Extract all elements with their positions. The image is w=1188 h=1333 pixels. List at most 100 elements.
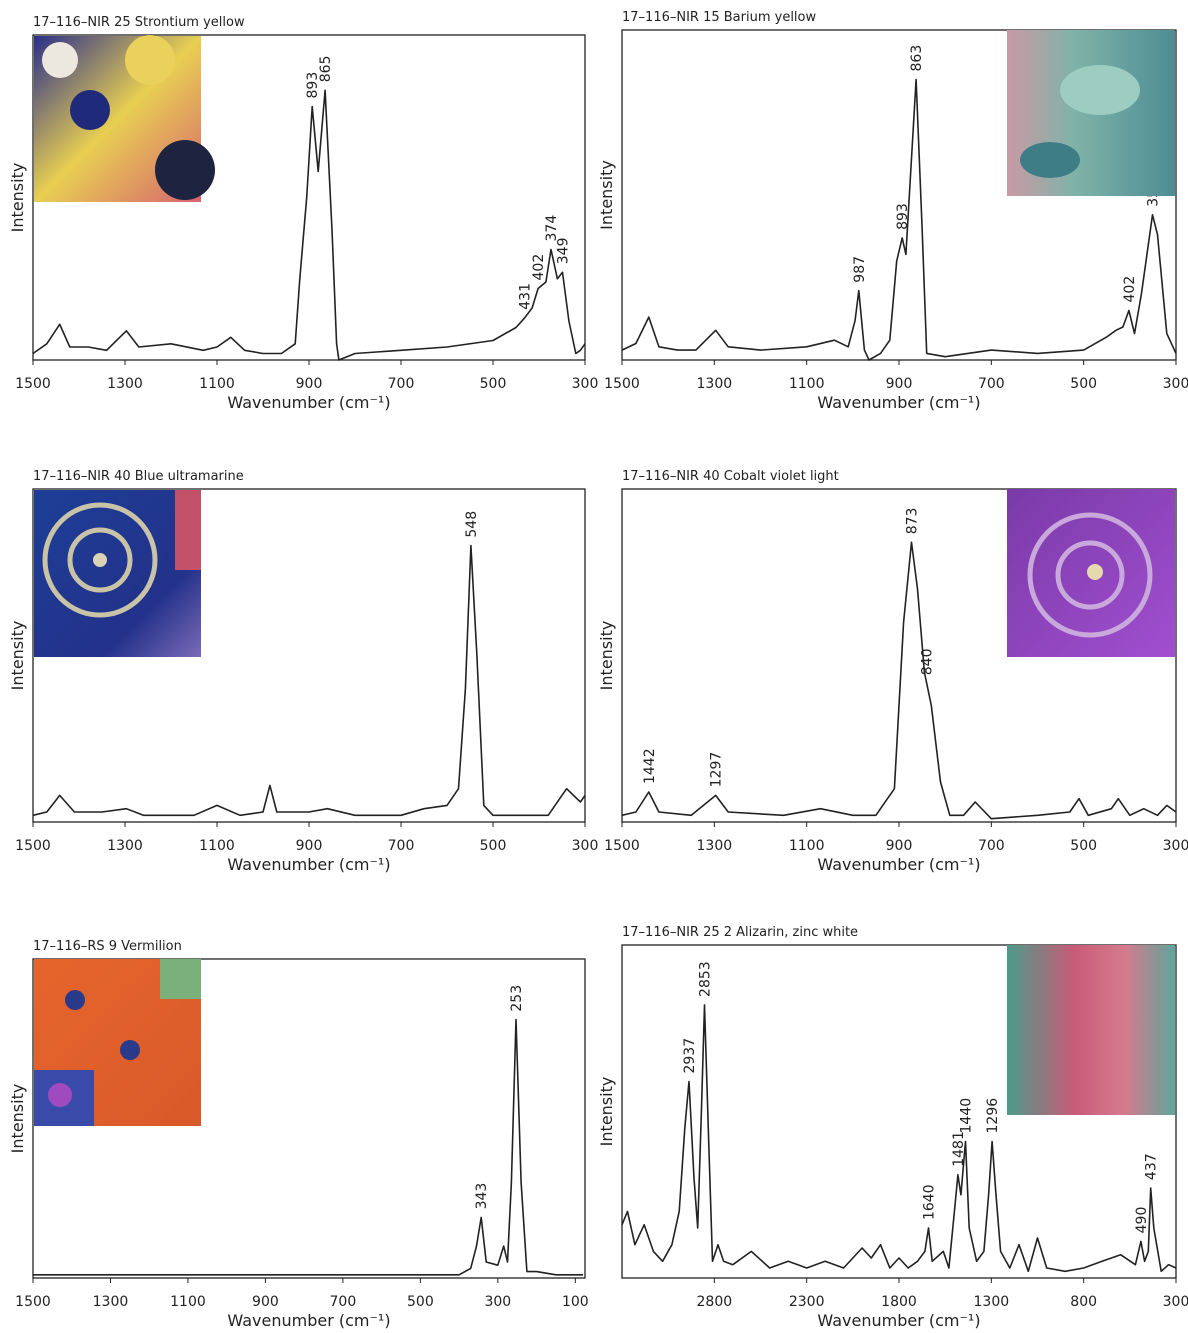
x-tick-label: 1300: [697, 376, 733, 392]
peak-label: 873: [904, 508, 920, 535]
peak-label: 893: [895, 203, 911, 230]
plots: 17–116–NIR 25 Strontium yellow Intensity W…: [8, 10, 1188, 1330]
peak-label: 987: [852, 256, 868, 283]
x-tick-label: 1100: [199, 376, 235, 392]
x-axis-label: Wavenumber (cm⁻¹): [227, 1311, 390, 1329]
peak-label: 402: [531, 254, 547, 281]
x-tick-label: 1100: [199, 838, 235, 854]
y-axis-label: Intensity: [597, 621, 616, 691]
x-tick-label: 900: [886, 376, 913, 392]
spectrum-line: [32, 89, 586, 361]
x-axis-label: Wavenumber (cm⁻¹): [817, 393, 980, 412]
peak-label: 1296: [985, 1098, 1001, 1134]
x-tick-label: 1300: [697, 838, 733, 854]
panel: 17–116–NIR 40 Blue ultramarine Intensity W…: [8, 469, 598, 874]
x-tick-label: 900: [886, 838, 913, 854]
chart-title: 17–116–NIR 25 Strontium yellow: [33, 15, 245, 30]
peak-label: 548: [464, 511, 480, 538]
panel: 17–116–NIR 40 Cobalt violet light Intensi…: [597, 469, 1188, 874]
x-tick-label: 300: [572, 838, 599, 854]
x-tick-label: 500: [480, 838, 507, 854]
x-tick-label: 1500: [604, 376, 640, 392]
x-tick-label: 1100: [170, 1294, 206, 1310]
x-tick-label: 700: [388, 838, 415, 854]
inset-image: [1007, 489, 1175, 657]
x-tick-label: 300: [484, 1294, 511, 1310]
spectrum-line: [621, 1004, 1177, 1273]
x-tick-label: 2300: [789, 1294, 825, 1310]
inset-image: [1007, 30, 1175, 196]
x-axis-label: Wavenumber (cm⁻¹): [227, 393, 390, 412]
x-tick-label: 100: [562, 1294, 589, 1310]
inset-image: [34, 959, 201, 1126]
x-tick-label: 500: [1070, 376, 1097, 392]
peak-label: 1640: [922, 1184, 938, 1220]
x-tick-label: 1100: [789, 838, 825, 854]
peak-label: 893: [305, 72, 321, 99]
spectrum-line: [621, 78, 1177, 361]
x-tick-label: 300: [1163, 838, 1188, 854]
peak-label: 863: [909, 45, 925, 72]
inset-image: [1007, 945, 1175, 1115]
chart-title: 17–116–RS 9 Vermilion: [33, 939, 182, 954]
x-axis-label: Wavenumber (cm⁻¹): [817, 855, 980, 874]
chart-title: 17–116–NIR 40 Blue ultramarine: [33, 469, 244, 484]
x-tick-label: 1500: [15, 376, 51, 392]
peak-label: 343: [474, 1183, 490, 1210]
spectrum-line: [33, 1018, 584, 1276]
panel: 17–116–NIR 25 Strontium yellow Intensity W…: [8, 15, 598, 412]
peak-label: 253: [509, 985, 525, 1012]
y-axis-label: Intensity: [597, 160, 616, 230]
x-tick-label: 800: [1070, 1294, 1097, 1310]
x-tick-label: 300: [1163, 376, 1188, 392]
x-tick-label: 1500: [15, 838, 51, 854]
panel: 17–116–RS 9 Vermilion Intensity Wavenumber…: [8, 939, 589, 1330]
x-tick-label: 500: [1070, 838, 1097, 854]
x-tick-label: 500: [480, 376, 507, 392]
peak-label: 490: [1134, 1207, 1150, 1234]
y-axis-label: Intensity: [597, 1077, 616, 1147]
x-tick-label: 1300: [107, 838, 143, 854]
x-tick-label: 1100: [789, 376, 825, 392]
peak-label: 2853: [698, 961, 714, 997]
peak-label: 2937: [682, 1038, 698, 1074]
chart-title: 17–116–NIR 15 Barium yellow: [622, 10, 816, 25]
inset-image: [34, 35, 215, 202]
x-tick-label: 1800: [881, 1294, 917, 1310]
spectrum-line: [32, 544, 586, 817]
x-tick-label: 700: [978, 838, 1005, 854]
panel: 17–116–NIR 25 2 Alizarin, zinc white Inte…: [597, 925, 1188, 1330]
x-tick-label: 900: [296, 838, 323, 854]
x-axis-label: Wavenumber (cm⁻¹): [817, 1311, 980, 1329]
x-tick-label: 700: [978, 376, 1005, 392]
spectrum-line: [621, 541, 1177, 820]
x-tick-label: 1300: [93, 1294, 129, 1310]
x-tick-label: 900: [296, 376, 323, 392]
chart-title: 17–116–NIR 40 Cobalt violet light: [622, 469, 839, 484]
peak-label: 431: [518, 283, 534, 310]
x-tick-label: 500: [407, 1294, 434, 1310]
x-tick-label: 2800: [697, 1294, 733, 1310]
y-axis-label: Intensity: [8, 1084, 27, 1154]
peak-label: 349: [555, 238, 571, 265]
x-tick-label: 1300: [974, 1294, 1010, 1310]
inset-image: [34, 490, 201, 657]
panel: 17–116–NIR 15 Barium yellow Intensity Wave…: [597, 10, 1188, 412]
peak-label: 374: [544, 215, 560, 242]
x-axis-label: Wavenumber (cm⁻¹): [227, 855, 390, 874]
x-tick-label: 300: [572, 376, 599, 392]
plot-frame: [32, 958, 586, 1279]
x-tick-label: 1500: [15, 1294, 51, 1310]
peak-label: 1442: [642, 748, 658, 784]
peak-label: 1481: [951, 1131, 967, 1167]
x-tick-label: 700: [388, 376, 415, 392]
peak-label: 1440: [958, 1098, 974, 1134]
y-axis-label: Intensity: [8, 621, 27, 691]
x-tick-label: 1300: [107, 376, 143, 392]
x-tick-label: 900: [252, 1294, 279, 1310]
peak-label: 402: [1122, 276, 1138, 303]
peak-label: 437: [1144, 1153, 1160, 1180]
x-tick-label: 1500: [604, 838, 640, 854]
x-tick-label: 700: [330, 1294, 357, 1310]
